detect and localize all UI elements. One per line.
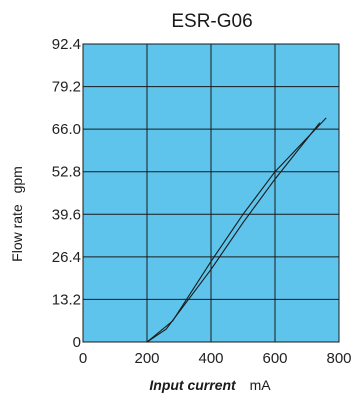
y-axis-unit: gpm (9, 166, 25, 193)
x-axis-title: Input current mA (149, 377, 271, 393)
y-tick-label: 26.4 (52, 249, 81, 266)
y-tick-label: 13.2 (52, 291, 81, 308)
y-tick-label: 79.2 (52, 79, 81, 96)
series-line-1 (146, 117, 327, 343)
x-tick-labels: 0 200 400 600 800 (79, 350, 352, 367)
y-tick-label: 0 (73, 334, 81, 351)
chart-title: ESR-G06 (171, 11, 252, 32)
x-tick-label: 200 (134, 350, 159, 367)
series-line-2 (146, 122, 321, 343)
x-tick-label: 600 (262, 350, 287, 367)
grid (82, 43, 340, 343)
y-axis-title: Flow rate gpm (9, 166, 25, 262)
y-tick-label: 92.4 (52, 36, 81, 53)
x-axis-label: Input current (149, 377, 237, 393)
y-tick-label: 66.0 (52, 121, 81, 138)
x-tick-label: 800 (326, 350, 351, 367)
y-tick-labels: 0 13.2 26.4 39.6 52.8 66.0 79.2 92.4 (52, 36, 81, 351)
x-axis-unit: mA (250, 377, 272, 393)
x-tick-label: 400 (198, 350, 223, 367)
x-tick-label: 0 (79, 350, 87, 367)
y-tick-label: 39.6 (52, 206, 81, 223)
y-axis-label: Flow rate (9, 204, 25, 262)
y-tick-label: 52.8 (52, 164, 81, 181)
series-layer (146, 117, 327, 343)
